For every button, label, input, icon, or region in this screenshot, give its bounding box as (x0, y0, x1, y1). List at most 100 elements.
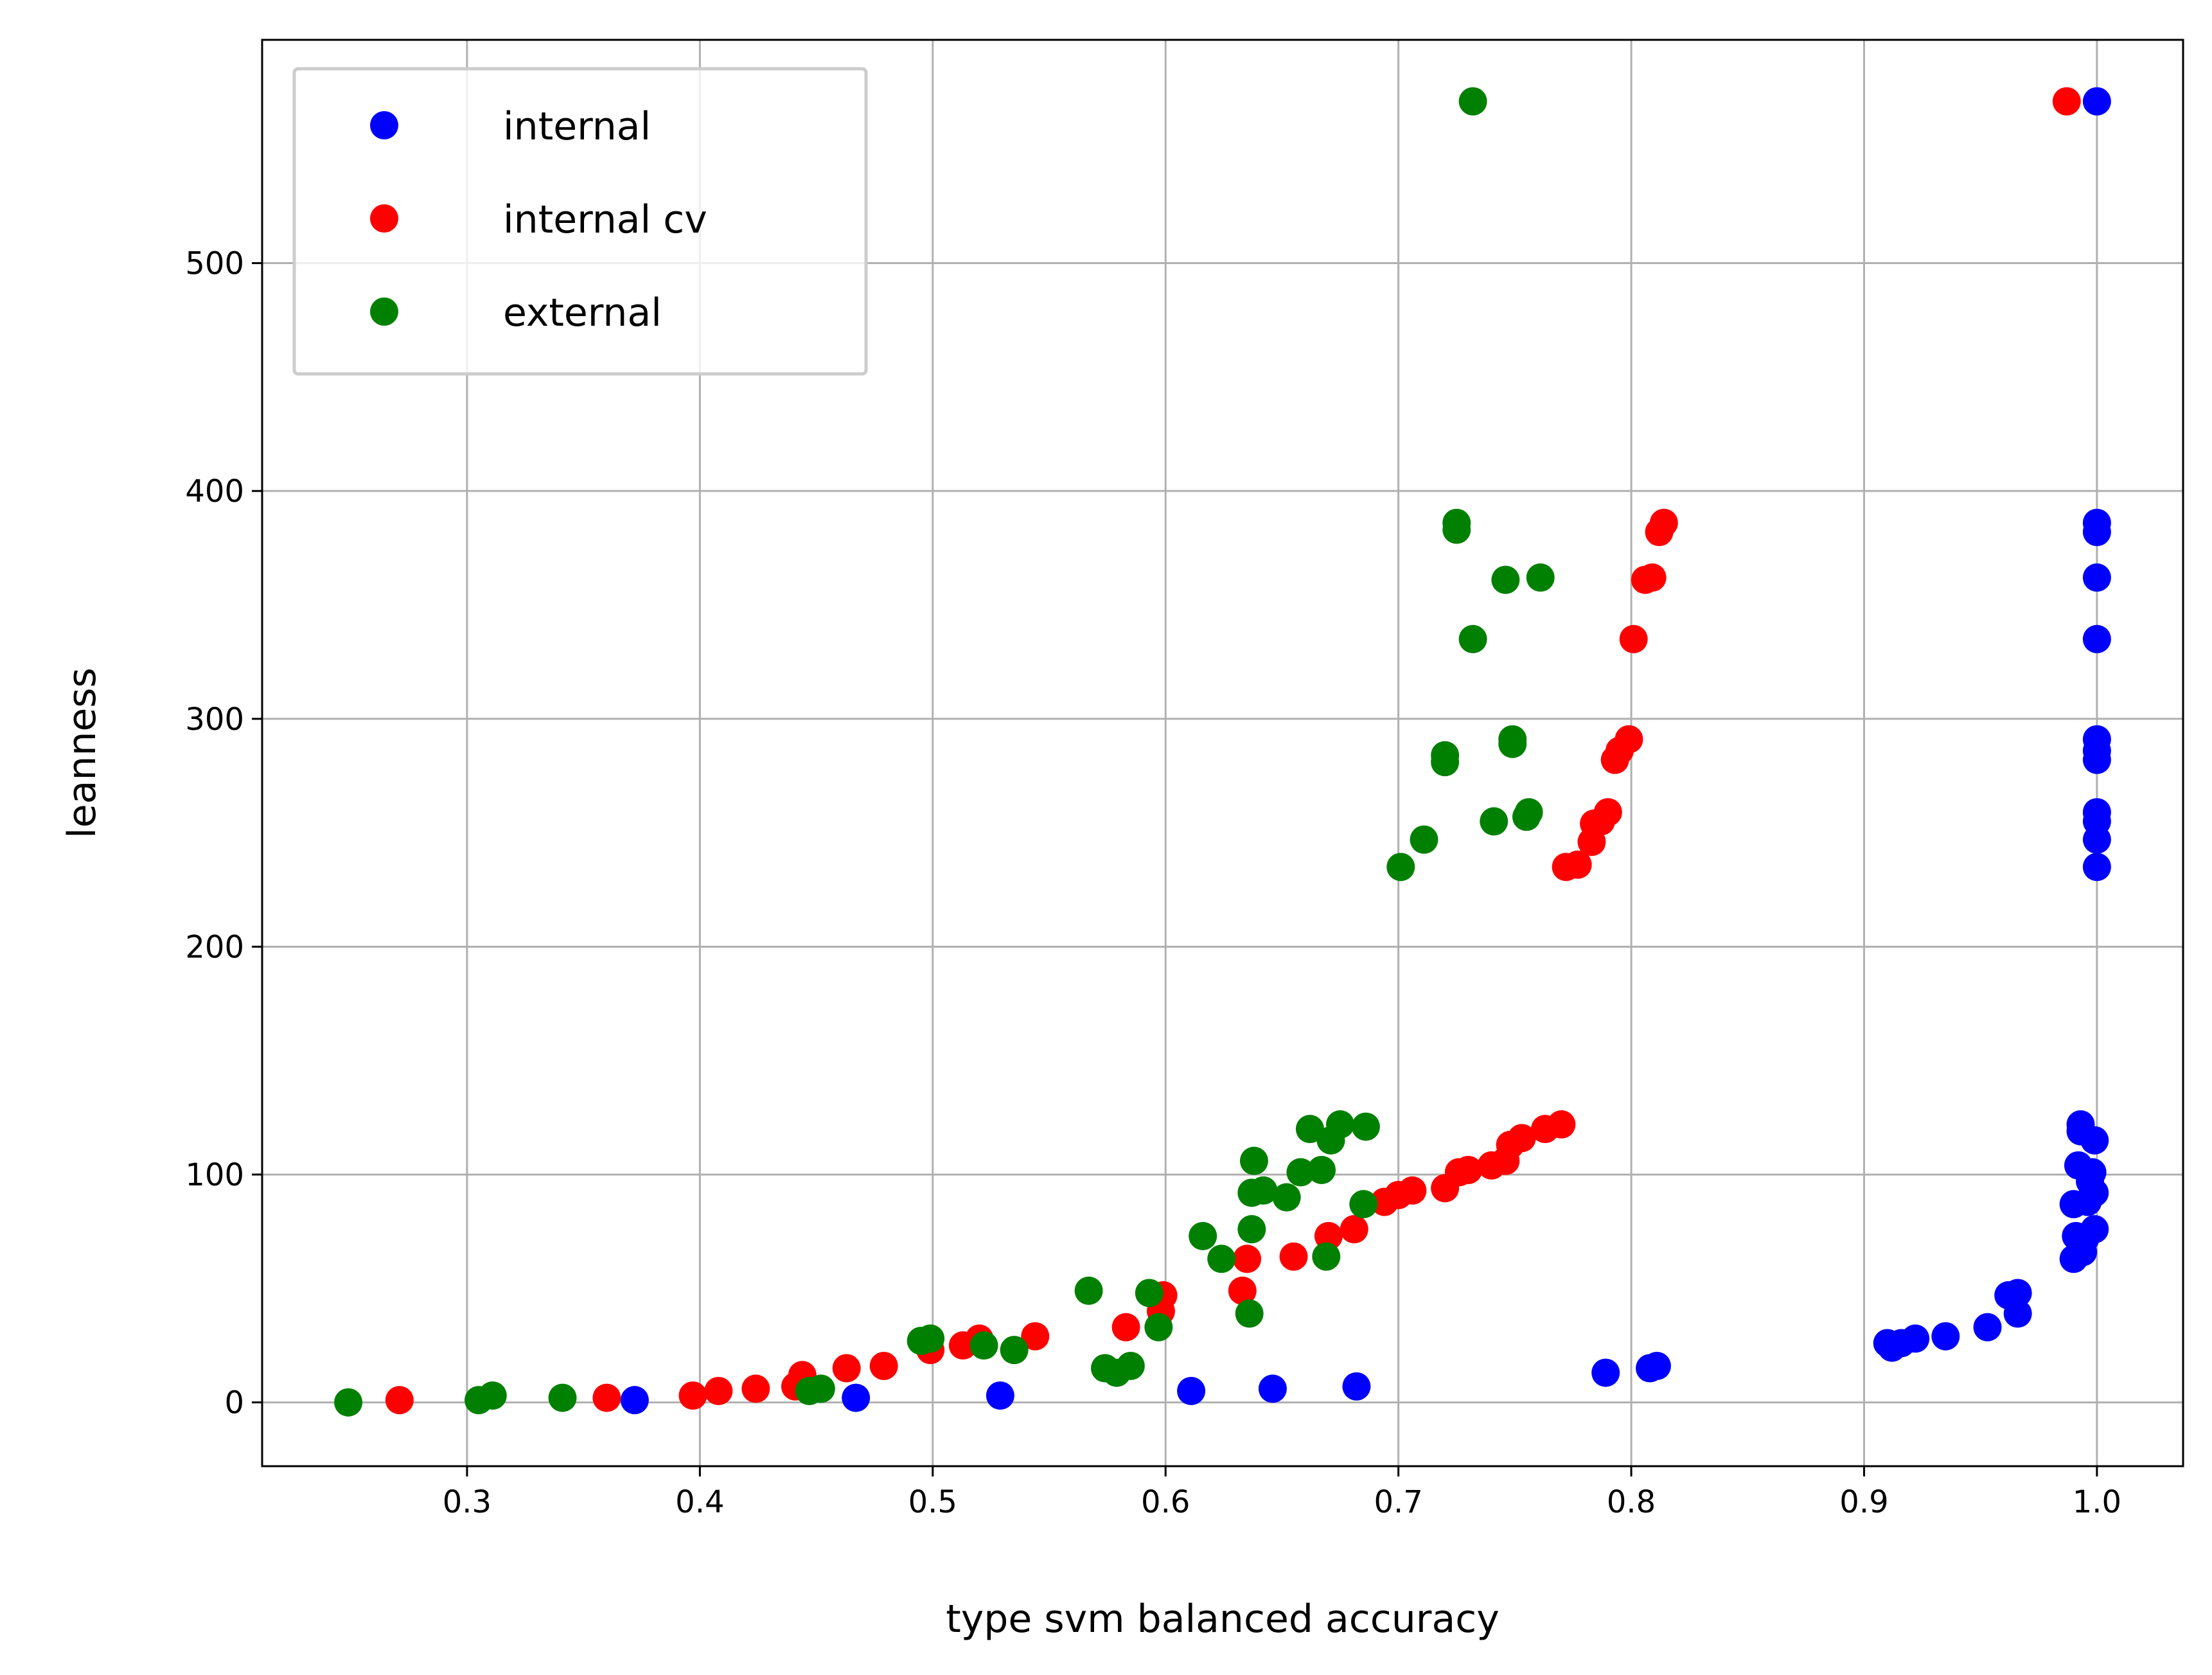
y-tick-label: 300 (185, 702, 244, 738)
data-point-internal-cv (1454, 1155, 1483, 1184)
data-point-internal-cv (1340, 1215, 1368, 1244)
plot-frame (261, 39, 2184, 1467)
data-point-internal-cv (832, 1354, 861, 1383)
data-point-internal (1258, 1374, 1287, 1403)
data-point-internal-cv (1021, 1322, 1050, 1351)
y-tick-label: 400 (185, 474, 244, 510)
data-point-internal (2082, 853, 2111, 882)
data-point-internal-cv (1619, 625, 1648, 653)
data-point-external (1189, 1221, 1217, 1250)
data-point-internal-cv (1314, 1221, 1343, 1250)
data-point-external (1410, 825, 1438, 854)
data-point-external (1442, 508, 1471, 537)
data-point-external (1207, 1245, 1236, 1273)
data-point-external (1307, 1155, 1336, 1184)
data-point-internal (1591, 1358, 1620, 1387)
y-tick-label: 100 (185, 1157, 244, 1193)
data-point-internal-cv (678, 1381, 707, 1410)
data-point-external (1237, 1215, 1266, 1244)
x-axis-label: type svm balanced accuracy (946, 1597, 1499, 1642)
legend-label-external: external (503, 290, 662, 335)
data-point-external (1480, 807, 1509, 836)
x-tick-label: 1.0 (2073, 1484, 2121, 1520)
data-point-external (1074, 1276, 1103, 1305)
data-point-internal (2078, 1158, 2107, 1187)
data-point-external (1386, 853, 1415, 882)
data-point-internal (1901, 1324, 1930, 1353)
data-point-internal (2082, 87, 2111, 116)
legend-marker-internal (370, 111, 398, 139)
data-point-external (1491, 565, 1520, 594)
data-point-internal-cv (869, 1351, 898, 1380)
data-point-internal (2080, 1126, 2109, 1155)
data-point-internal (2080, 1178, 2109, 1207)
data-point-external (1135, 1279, 1164, 1307)
data-point-external (969, 1331, 998, 1360)
grid (262, 40, 2183, 1466)
data-point-external (1514, 798, 1543, 827)
data-point-internal-cv (704, 1376, 733, 1405)
x-tick-label: 0.5 (908, 1484, 957, 1520)
data-point-internal (2082, 798, 2111, 827)
data-point-internal (2080, 1215, 2109, 1244)
y-tick-label: 500 (185, 246, 244, 282)
data-point-external (1498, 725, 1527, 754)
data-point-external (1458, 625, 1487, 653)
axis-ticks: 0.3 0.4 0.5 0.6 0.7 0.8 0.9 1.0 0 100 200 300 400 500 (185, 246, 2121, 1520)
legend-marker-external (370, 297, 398, 326)
data-point-internal-cv (741, 1374, 770, 1403)
x-tick-label: 0.3 (443, 1484, 491, 1520)
x-tick-label: 0.7 (1374, 1484, 1422, 1520)
data-point-internal (2082, 725, 2111, 754)
data-point-internal (2003, 1279, 2032, 1307)
x-tick-label: 0.6 (1141, 1484, 1190, 1520)
x-tick-label: 0.8 (1607, 1484, 1656, 1520)
data-points (334, 87, 2111, 1417)
data-point-external (334, 1388, 363, 1417)
legend-marker-internal-cv (370, 204, 398, 233)
data-point-internal-cv (1638, 563, 1667, 592)
data-point-external (478, 1381, 507, 1410)
data-point-internal (842, 1383, 871, 1412)
data-point-internal (1931, 1322, 1960, 1351)
y-tick-label: 200 (185, 929, 244, 965)
data-point-external (1272, 1183, 1301, 1212)
data-point-internal-cv (1111, 1313, 1140, 1342)
data-point-internal-cv (1593, 798, 1622, 827)
data-point-external (1349, 1190, 1378, 1219)
legend-box (292, 67, 868, 376)
data-point-internal (2003, 1299, 2032, 1328)
data-point-internal-cv (385, 1386, 414, 1415)
data-point-internal-cv (592, 1383, 621, 1412)
y-tick-label: 0 (224, 1385, 244, 1421)
data-point-external (1286, 1158, 1315, 1187)
data-point-external (1239, 1146, 1268, 1175)
data-point-external (806, 1374, 835, 1403)
legend-label-internal: internal (503, 104, 651, 149)
data-point-external (1526, 563, 1555, 592)
data-point-external (1000, 1336, 1029, 1365)
data-point-external (916, 1324, 945, 1353)
data-point-internal-cv (1547, 1110, 1576, 1139)
y-axis-label: leanness (60, 668, 105, 838)
data-point-internal (1342, 1372, 1371, 1401)
data-point-external (1431, 741, 1460, 770)
data-point-internal-cv (1615, 725, 1643, 754)
data-point-external (1249, 1176, 1278, 1205)
data-point-internal (1177, 1376, 1206, 1405)
data-point-external (1144, 1313, 1173, 1342)
legend: internal internal cv external (292, 67, 868, 376)
data-point-internal-cv (2052, 87, 2081, 116)
data-point-internal (2082, 508, 2111, 537)
data-point-internal (620, 1386, 649, 1415)
data-point-internal-cv (1563, 850, 1592, 879)
data-point-internal-cv (1398, 1176, 1427, 1205)
x-tick-label: 0.9 (1839, 1484, 1888, 1520)
data-point-external (1116, 1351, 1145, 1380)
data-point-internal-cv (1228, 1276, 1257, 1305)
data-point-internal (2082, 625, 2111, 653)
data-point-external (1235, 1299, 1264, 1328)
data-point-external (548, 1383, 577, 1412)
